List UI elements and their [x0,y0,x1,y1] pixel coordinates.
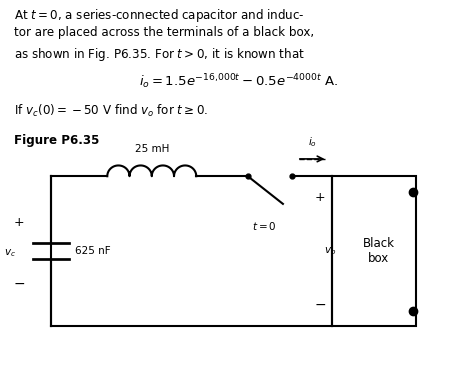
Text: 25 mH: 25 mH [135,144,169,154]
Text: +: + [14,216,25,229]
Text: At $t = 0$, a series-connected capacitor and induc-: At $t = 0$, a series-connected capacitor… [14,7,304,24]
Text: $v_o$: $v_o$ [324,245,336,257]
Text: Black
box: Black box [363,237,394,265]
Text: +: + [315,191,326,204]
Text: −: − [13,277,25,291]
Text: $t = 0$: $t = 0$ [252,220,276,233]
Text: $i_o$: $i_o$ [308,135,317,149]
Text: −: − [315,298,326,312]
Text: as shown in Fig. P6.35. For $t > 0$, it is known that: as shown in Fig. P6.35. For $t > 0$, it … [14,46,304,63]
Text: If $v_c(0) = -50$ V find $v_o$ for $t \geq 0$.: If $v_c(0) = -50$ V find $v_o$ for $t \g… [14,103,208,119]
Text: $i_o = 1.5e^{-16{,}000t} - 0.5e^{-4000t}$ A.: $i_o = 1.5e^{-16{,}000t} - 0.5e^{-4000t}… [139,72,338,91]
Text: tor are placed across the terminals of a black box,: tor are placed across the terminals of a… [14,26,314,39]
Text: Figure P6.35: Figure P6.35 [14,134,99,147]
Text: $v_c$: $v_c$ [4,247,16,259]
Bar [332,176,416,326]
Text: 625 nF: 625 nF [75,246,111,256]
